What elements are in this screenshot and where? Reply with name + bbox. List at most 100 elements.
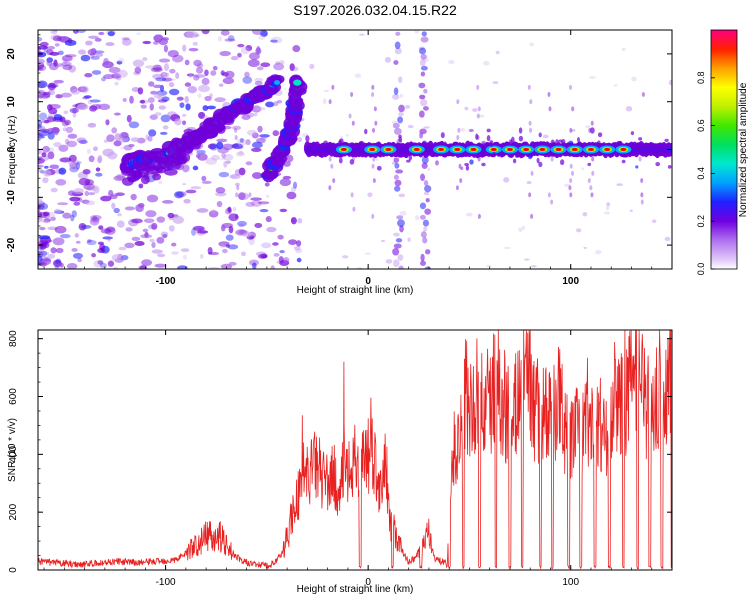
spectrogram-x-ticks: -100 0 100 [43,30,673,287]
spectrogram-cell [380,239,386,243]
spectrogram-cell [638,137,643,141]
spectrogram-cell [212,65,218,71]
spectrogram-cell [73,188,84,195]
spectrogram-cell [77,257,82,263]
spectrogram-cell [145,134,149,141]
spectrogram-cell [168,225,175,232]
spectrogram-cell [124,242,135,249]
spectrogram-cell [182,113,187,117]
spectrogram-cell [398,136,403,143]
spectrogram-cell [46,45,56,50]
spectrogram-cell [142,228,149,233]
spectrogram-cell [393,232,400,237]
spectrogram-cell [124,206,135,211]
spectrogram-cell [38,251,44,258]
spectrogram-cell [359,33,365,36]
spectrogram-cell [651,219,657,224]
spectrogram-cell [595,249,602,255]
spectrogram-cell [43,169,52,177]
spectrogram-cell [39,226,46,231]
spectrogram-cell [156,236,165,244]
spectrogram-cell [394,47,402,55]
spectrogram-cell [222,77,235,85]
spectrogram-cell [376,165,382,171]
spectrogram-cell [225,234,234,241]
spectrogram-cell [264,182,270,187]
spectrogram-cell [664,138,669,143]
spectrogram-cell [184,59,190,66]
spectrogram-cell [196,149,206,155]
spectrogram-cell [529,99,533,105]
spectrogram-cell [330,163,334,169]
spectrogram-cell [256,66,264,71]
spectrogram-cell [640,199,644,205]
spectrogram-cell [475,133,479,140]
spectrogram-cell [440,132,445,139]
spectrogram-cell [396,215,404,220]
spectrogram-cell [282,257,290,263]
spectrogram-cell [134,240,145,247]
spectrogram-cell [529,42,534,47]
spectrogram-cell [220,70,225,76]
spectrogram-cell [237,52,242,58]
spectrogram-cell [338,157,343,164]
spectrogram-cell [395,169,404,174]
spectrogram-cell [103,74,115,80]
spectrogram-cell [103,57,109,65]
spectrogram-cell [126,114,132,123]
spectrogram-cell [216,200,223,208]
spectrogram-cell [398,104,405,113]
spectrogram-cell [421,162,428,169]
snr-y-tick-label: 800 [8,330,19,347]
spectrogram-cell [397,76,403,84]
spectrogram-cell [476,84,480,90]
spectrogram-cell [253,112,258,117]
spectrogram-cell [587,162,592,167]
snr-y-tick-label: 400 [8,446,19,463]
spectrogram-cell [76,103,89,111]
spectrogram-cell [421,31,427,37]
spectrogram-cell [561,138,566,145]
spectrogram-cell [420,71,426,77]
spectrogram-cell [87,239,92,243]
spectrogram-cell [89,99,101,103]
spectrogram-cell [350,92,354,98]
spectrogram-cell [246,112,255,118]
spectrogram-cell [132,59,145,68]
spectrogram-cell [234,169,242,176]
spectrogram-cell [113,140,122,147]
spectrogram-cell [80,54,91,62]
spectrogram-cell [43,257,52,265]
spectrogram-cell [114,81,119,86]
spectrogram-cell [260,62,271,68]
spectrogram-cell [72,252,84,259]
spectrogram-cell [423,226,428,232]
spectrogram-cell [254,222,263,229]
spectrogram-cell [64,138,70,145]
spectrogram-cell [223,160,228,168]
spectrogram-cell [115,173,126,180]
spectrogram-cell [398,134,402,139]
spectrogram-cell [555,147,562,152]
spectrogram-cell [542,134,549,139]
spectrogram-cell [276,99,283,104]
spectrogram-cell [100,195,112,202]
spectrogram-cell [564,183,571,187]
spectrogram-cell [259,209,269,213]
spectrogram-cell [614,84,618,87]
spectrogram-cell [78,49,86,55]
spectrogram-cell [182,120,187,126]
spectrogram-cell [536,157,540,164]
spectrogram-cell [397,116,404,124]
spectrogram-cell [239,138,244,143]
spectrogram-y-tick-label: 0 [6,146,17,152]
spectrogram-cell [250,200,262,207]
spectrogram-cell [46,84,58,88]
spectrogram-cell [56,94,64,99]
spectrogram-cell [141,259,153,267]
spectrogram-cell [292,181,298,189]
spectrogram-cell [420,214,426,220]
spectrogram-cell [481,140,486,145]
spectrogram-cell [373,106,377,112]
